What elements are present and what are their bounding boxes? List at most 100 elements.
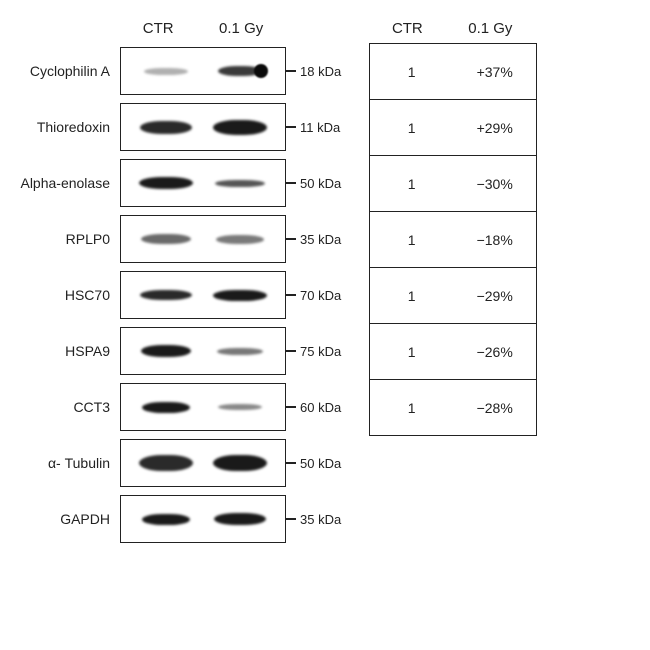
blot-row: Alpha-enolase 50 kDa bbox=[10, 155, 341, 211]
quant-row: 1+29% bbox=[370, 100, 536, 156]
tick-line bbox=[286, 350, 296, 352]
quant-row: 1−28% bbox=[370, 380, 536, 436]
blot-box bbox=[120, 103, 286, 151]
quant-panel: CTR 0.1 Gy 1+37%1+29%1−30%1−18%1−29%1−26… bbox=[369, 20, 537, 436]
kda-label: 35 kDa bbox=[300, 232, 341, 247]
quant-change-value: +29% bbox=[453, 100, 536, 155]
blot-rows: Cyclophilin A18 kDa Thioredoxin 11 kDa Alph… bbox=[10, 43, 341, 547]
quant-change-value: −26% bbox=[453, 324, 536, 379]
spacer bbox=[10, 20, 120, 37]
kda-tick: 50 kDa bbox=[286, 456, 341, 471]
kda-label: 70 kDa bbox=[300, 288, 341, 303]
quant-headers: CTR 0.1 Gy bbox=[369, 20, 535, 37]
kda-label: 75 kDa bbox=[300, 344, 341, 359]
kda-tick: 35 kDa bbox=[286, 512, 341, 527]
lane bbox=[210, 393, 270, 421]
blot-box bbox=[120, 159, 286, 207]
lane bbox=[210, 169, 270, 197]
blot-row: HSC70 70 kDa bbox=[10, 267, 341, 323]
kda-tick: 60 kDa bbox=[286, 400, 341, 415]
band bbox=[140, 290, 192, 300]
lane bbox=[136, 505, 196, 533]
blot-headers: CTR 0.1 Gy bbox=[10, 20, 341, 37]
band bbox=[141, 234, 191, 244]
quant-change-value: −18% bbox=[453, 212, 536, 267]
protein-label: Thioredoxin bbox=[10, 119, 120, 135]
kda-tick: 75 kDa bbox=[286, 344, 341, 359]
band bbox=[139, 177, 193, 189]
kda-tick: 11 kDa bbox=[286, 120, 340, 135]
band bbox=[217, 348, 263, 355]
band bbox=[213, 120, 267, 135]
tick-line bbox=[286, 182, 296, 184]
protein-label: HSPA9 bbox=[10, 343, 120, 359]
blot-box bbox=[120, 439, 286, 487]
tick-line bbox=[286, 462, 296, 464]
band bbox=[144, 68, 188, 75]
quant-ctr-value: 1 bbox=[370, 324, 453, 379]
blot-row: Cyclophilin A18 kDa bbox=[10, 43, 341, 99]
quant-change-value: −28% bbox=[453, 380, 536, 435]
blot-panel: CTR 0.1 Gy Cyclophilin A18 kDaThioredoxi… bbox=[10, 20, 341, 547]
lane bbox=[136, 449, 196, 477]
tick-line bbox=[286, 238, 296, 240]
band bbox=[142, 514, 190, 525]
blot-row: GAPDH 35 kDa bbox=[10, 491, 341, 547]
protein-label: GAPDH bbox=[10, 511, 120, 527]
lane bbox=[136, 113, 196, 141]
band bbox=[140, 121, 192, 134]
quant-ctr-value: 1 bbox=[370, 156, 453, 211]
tick-line bbox=[286, 126, 296, 128]
blot-box bbox=[120, 495, 286, 543]
band bbox=[216, 235, 264, 244]
condition-headers: CTR 0.1 Gy bbox=[120, 20, 286, 37]
quant-row: 1+37% bbox=[370, 44, 536, 100]
lane bbox=[210, 57, 270, 85]
protein-label: Alpha-enolase bbox=[10, 175, 120, 191]
lane bbox=[210, 113, 270, 141]
quant-row: 1−29% bbox=[370, 268, 536, 324]
header-treated: 0.1 Gy bbox=[219, 20, 263, 37]
lane bbox=[136, 225, 196, 253]
lane bbox=[210, 449, 270, 477]
quant-ctr-value: 1 bbox=[370, 268, 453, 323]
lane bbox=[136, 169, 196, 197]
band bbox=[215, 180, 265, 187]
blot-row: RPLP035 kDa bbox=[10, 211, 341, 267]
quant-row: 1−30% bbox=[370, 156, 536, 212]
quant-ctr-value: 1 bbox=[370, 212, 453, 267]
tick-line bbox=[286, 294, 296, 296]
protein-label: α- Tubulin bbox=[10, 455, 120, 471]
band bbox=[139, 455, 193, 471]
lane bbox=[210, 225, 270, 253]
quant-row: 1−18% bbox=[370, 212, 536, 268]
kda-label: 50 kDa bbox=[300, 456, 341, 471]
blot-box bbox=[120, 47, 286, 95]
lane bbox=[136, 281, 196, 309]
quant-row: 1−26% bbox=[370, 324, 536, 380]
blot-row: Thioredoxin 11 kDa bbox=[10, 99, 341, 155]
quant-rows: 1+37%1+29%1−30%1−18%1−29%1−26%1−28% bbox=[369, 43, 537, 436]
quant-ctr-value: 1 bbox=[370, 100, 453, 155]
kda-label: 35 kDa bbox=[300, 512, 341, 527]
tick-line bbox=[286, 518, 296, 520]
tick-line bbox=[286, 70, 296, 72]
protein-label: HSC70 bbox=[10, 287, 120, 303]
quant-change-value: −29% bbox=[453, 268, 536, 323]
quant-change-value: +37% bbox=[453, 44, 536, 99]
blot-box bbox=[120, 383, 286, 431]
lane bbox=[210, 281, 270, 309]
kda-tick: 50 kDa bbox=[286, 176, 341, 191]
blot-box bbox=[120, 327, 286, 375]
band bbox=[218, 404, 262, 410]
band bbox=[213, 290, 267, 301]
kda-tick: 35 kDa bbox=[286, 232, 341, 247]
blot-row: HSPA9 75 kDa bbox=[10, 323, 341, 379]
protein-label: Cyclophilin A bbox=[10, 63, 120, 79]
kda-label: 11 kDa bbox=[300, 120, 340, 135]
band bbox=[214, 513, 266, 525]
lane bbox=[136, 337, 196, 365]
lane bbox=[136, 57, 196, 85]
band bbox=[141, 345, 191, 357]
quant-header-ctr: CTR bbox=[392, 20, 423, 37]
